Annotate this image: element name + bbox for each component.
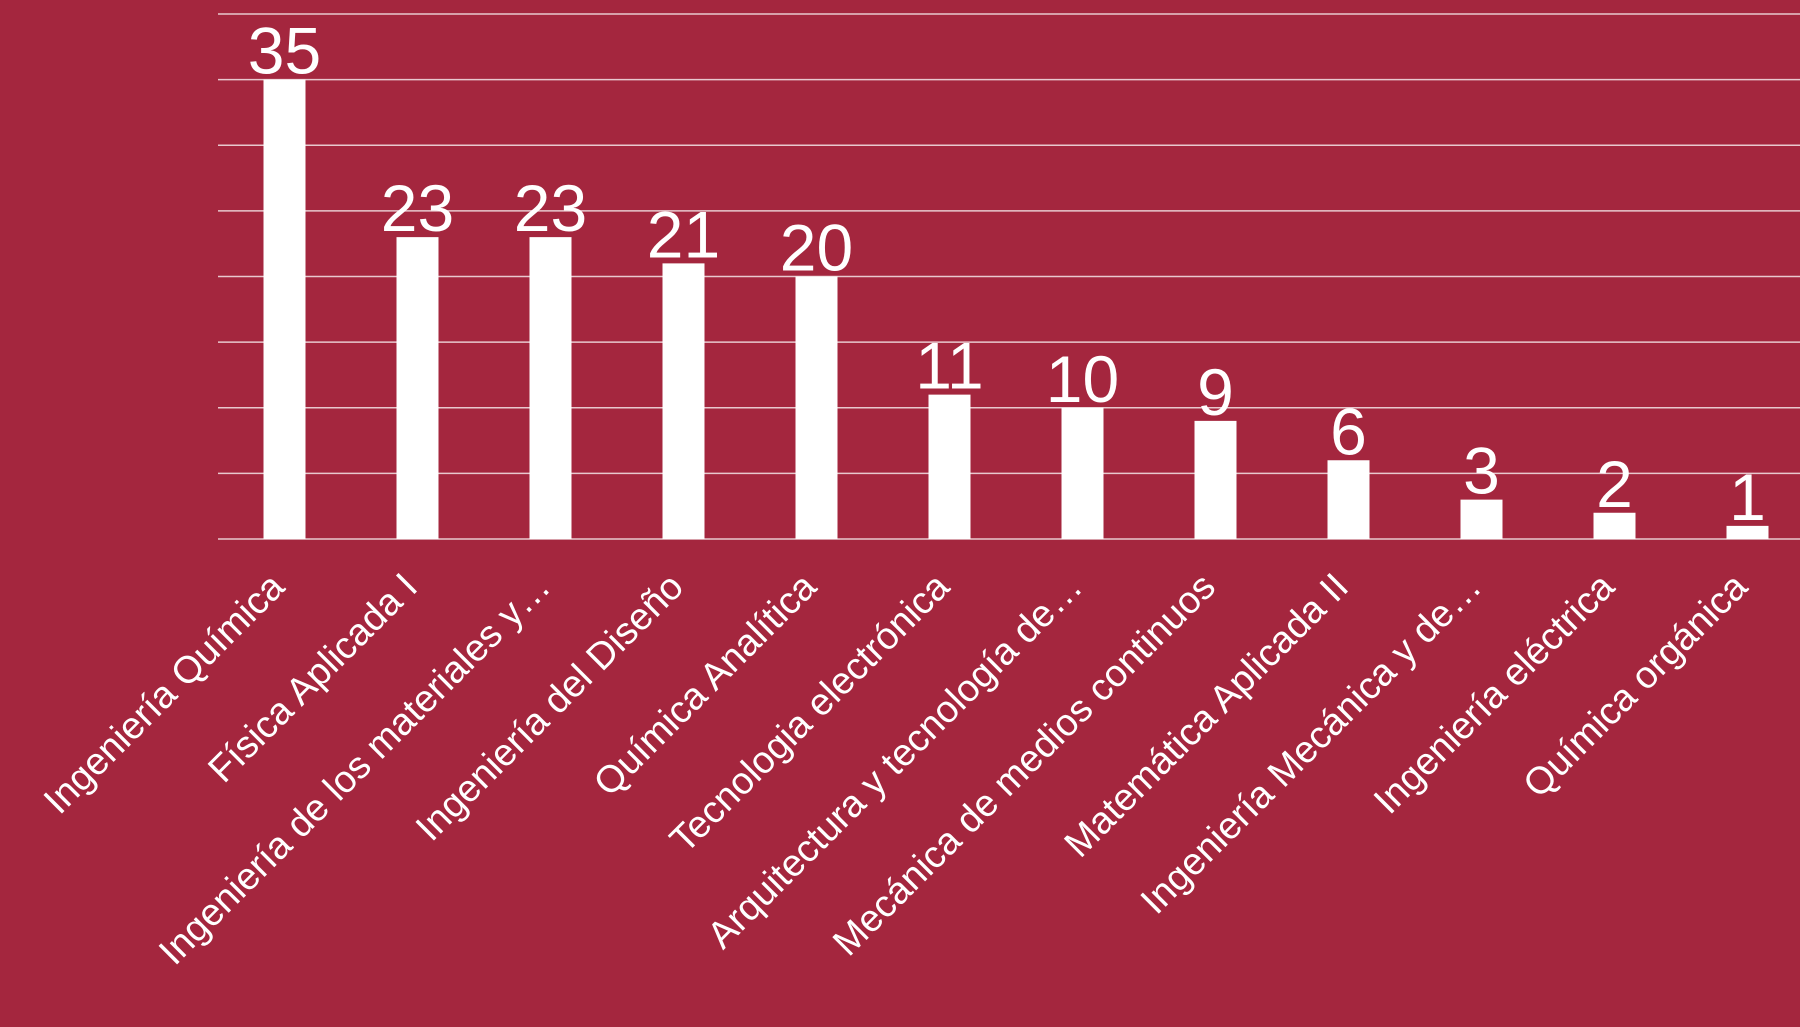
- bar-1: [396, 237, 439, 539]
- data-label-5: 11: [915, 329, 984, 403]
- data-label-2: 23: [514, 171, 587, 245]
- data-label-4: 20: [780, 211, 853, 285]
- data-label-3: 21: [647, 197, 720, 271]
- data-label-10: 2: [1596, 447, 1633, 521]
- bars: [263, 79, 1769, 539]
- bar-2: [529, 237, 572, 539]
- data-label-0: 35: [248, 14, 321, 88]
- bar-4: [795, 276, 838, 539]
- data-label-1: 23: [381, 171, 454, 245]
- data-label-9: 3: [1463, 434, 1500, 508]
- bar-5: [928, 394, 971, 539]
- bar-10: [1593, 512, 1636, 539]
- data-label-7: 9: [1197, 355, 1234, 429]
- data-label-6: 10: [1046, 342, 1119, 416]
- bar-11: [1726, 525, 1769, 539]
- bar-0: [263, 79, 306, 539]
- bar-9: [1460, 499, 1503, 539]
- data-label-8: 6: [1330, 394, 1367, 468]
- data-label-11: 1: [1729, 460, 1766, 534]
- gridlines: [218, 13, 1800, 540]
- bar-8: [1327, 460, 1370, 539]
- bar-7: [1194, 420, 1237, 539]
- bar-3: [662, 263, 705, 539]
- bar-6: [1061, 407, 1104, 539]
